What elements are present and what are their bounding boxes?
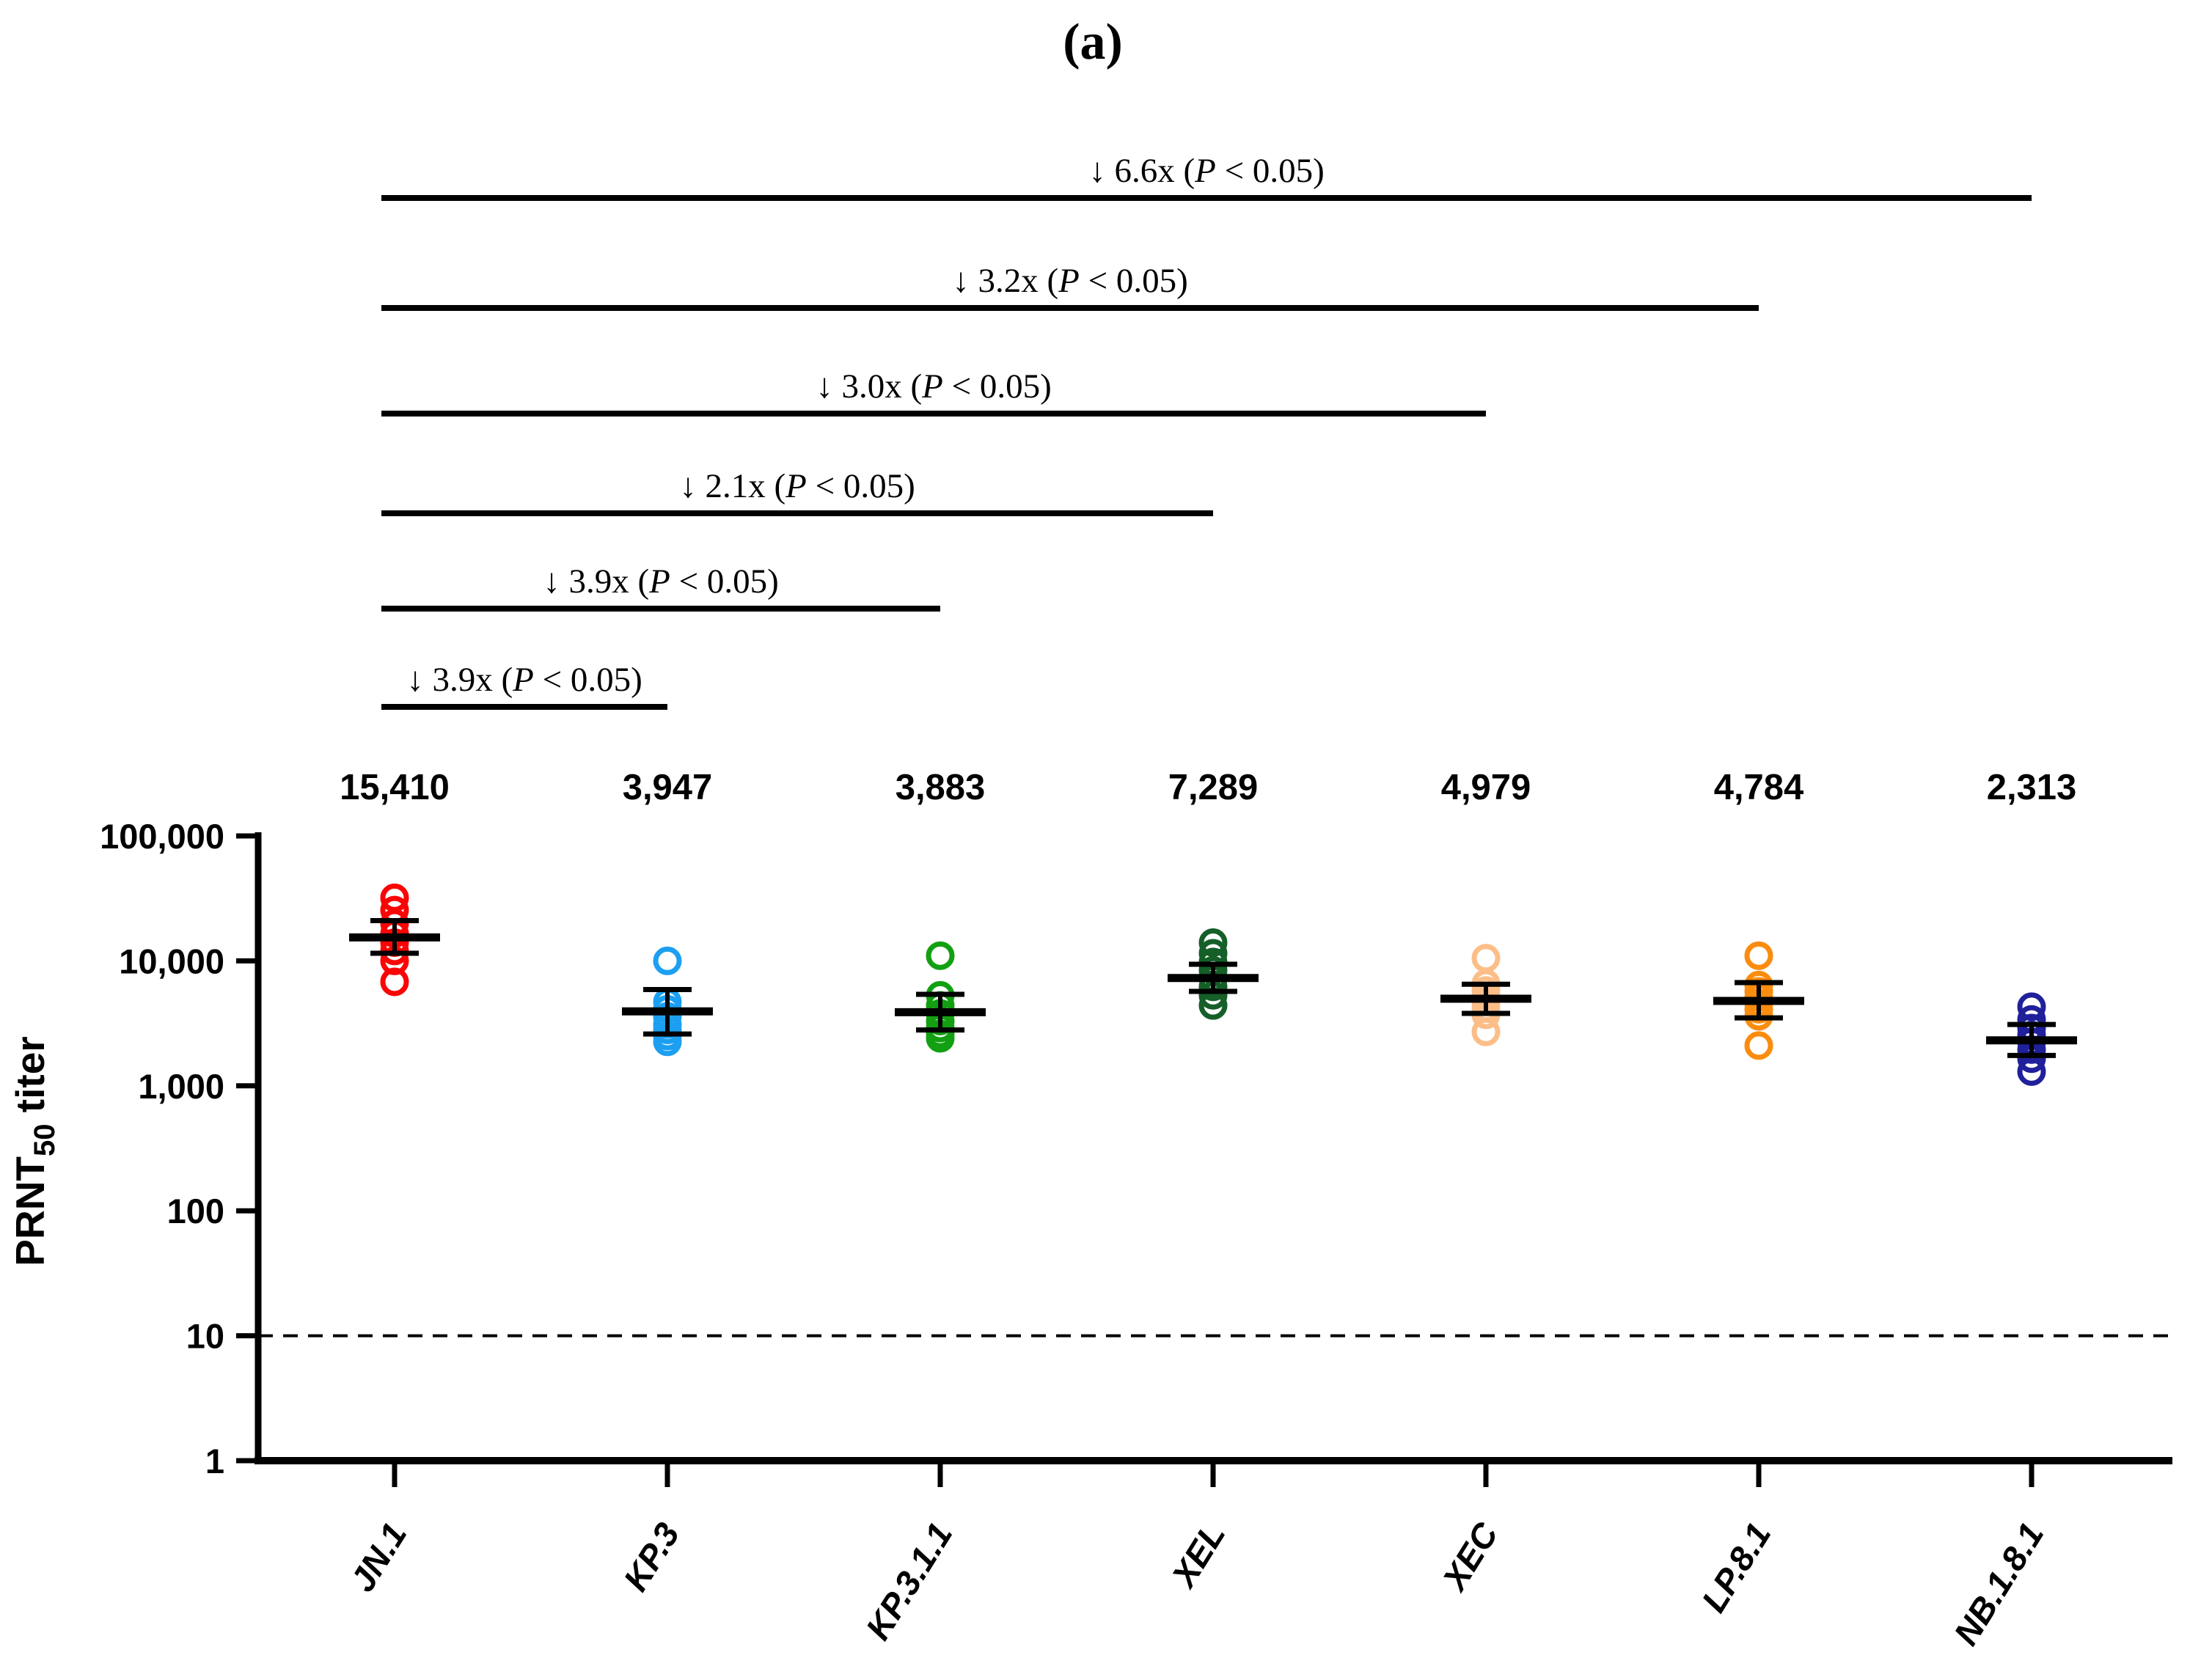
gmt-label: 4,979 — [1441, 768, 1531, 807]
data-point — [380, 967, 409, 997]
data-point — [1198, 928, 1228, 957]
x-tick-label: KP.3.1.1 — [858, 1516, 960, 1646]
x-tick-label: XEL — [1162, 1516, 1232, 1595]
x-tick-label: NB.1.8.1 — [1946, 1516, 2051, 1651]
data-point — [926, 941, 955, 970]
significance-label: ↓ 3.9x (P < 0.05) — [543, 562, 779, 601]
x-tick-label: JN.1 — [343, 1516, 414, 1598]
x-tick-label: XEC — [1434, 1515, 1506, 1598]
significance-label: ↓ 3.0x (P < 0.05) — [816, 367, 1052, 406]
significance-label: ↓ 6.6x (P < 0.05) — [1088, 152, 1325, 190]
data-point — [1744, 1031, 1773, 1060]
panel-label: (a) — [1063, 14, 1123, 70]
significance-label: ↓ 3.9x (P < 0.05) — [406, 661, 642, 699]
gmt-label: 15,410 — [340, 768, 450, 807]
data-point — [1471, 944, 1501, 973]
y-tick-label: 10 — [186, 1317, 224, 1356]
gmt-label: 2,313 — [1987, 768, 2077, 807]
y-tick-label: 100,000 — [100, 817, 224, 856]
data-point — [1744, 941, 1773, 970]
gmt-label: 3,883 — [896, 768, 986, 807]
y-axis-title: PRNT50 titer — [7, 1036, 61, 1266]
y-tick-label: 10,000 — [119, 942, 224, 980]
x-tick-label: LP.8.1 — [1693, 1516, 1778, 1618]
y-tick-label: 1 — [205, 1442, 224, 1480]
significance-label: ↓ 3.2x (P < 0.05) — [952, 262, 1188, 300]
x-tick-label: KP.3 — [615, 1516, 686, 1598]
significance-label: ↓ 2.1x (P < 0.05) — [679, 467, 915, 505]
y-tick-label: 100 — [167, 1192, 224, 1230]
gmt-label: 4,784 — [1714, 768, 1804, 807]
gmt-label: 7,289 — [1168, 768, 1259, 807]
data-point — [653, 946, 682, 975]
y-tick-label: 1,000 — [138, 1067, 224, 1106]
data-point — [1471, 1017, 1501, 1046]
data-point — [2017, 1057, 2046, 1086]
gmt-label: 3,947 — [623, 768, 713, 807]
